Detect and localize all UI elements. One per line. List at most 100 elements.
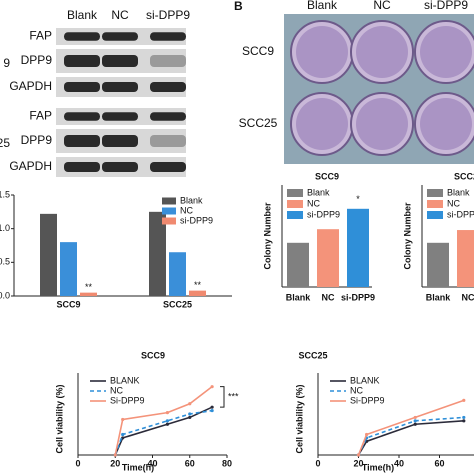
legend-swatch [162,207,176,215]
blot-band [150,82,186,92]
row-label: FAP [29,109,52,123]
bar [40,213,57,296]
x-axis-label: Time(h) [122,462,154,472]
legend-label: NC [350,385,363,395]
series-line [357,420,464,456]
legend-label: NC [110,385,123,395]
bar [189,290,206,296]
legend-swatch [162,217,176,225]
series-line [357,416,464,456]
significance: *** [228,391,239,401]
blot-band [102,32,138,41]
point [188,415,192,420]
x-tick-label: 60 [434,458,444,468]
point [413,415,417,420]
blot-band [102,82,138,92]
legend-swatch [427,211,443,219]
bar [427,242,449,287]
chart-title: SCC25 [298,350,327,360]
x-tick-label: Blank [426,292,452,302]
legend-label: Blank [307,187,330,197]
point [462,419,466,423]
blot-band [64,55,100,67]
legend-label: BLANK [110,375,140,385]
dish-colonies [420,26,472,78]
legend-swatch [427,189,443,197]
y-axis-label: Cell viability (%) [294,384,304,453]
point [121,417,125,422]
legend-label: Blank [180,195,203,205]
blot-band [64,162,100,172]
panel-label: B [234,0,243,13]
lane-label: Blank [67,8,98,22]
blot-band [64,135,100,147]
significance: * [356,194,360,204]
x-tick-label: SCC9 [56,299,80,309]
blot-band [150,55,186,67]
row-label: SCC9 [242,44,274,58]
x-tick-label: 20 [353,458,363,468]
point [462,415,466,420]
y-tick-label: 0.0 [0,290,10,300]
point [210,385,214,389]
significance: ** [194,280,202,290]
x-tick-label: 20 [110,458,120,468]
bar [60,242,77,296]
x-tick-label: NC [462,292,474,302]
y-axis-label: Colony Number [262,202,272,270]
row-label: DPP9 [21,133,53,147]
series-line [114,409,213,456]
legend-label: NC [307,198,320,208]
point [121,432,125,437]
x-axis-label: Time(h) [362,462,394,472]
cell-line-label: 25 [0,136,10,150]
point [462,398,466,402]
blot-band [102,112,138,121]
bar [149,211,166,296]
lane-label: si-DPP9 [424,0,468,12]
point [413,419,417,423]
cell-line-label: 9 [3,56,10,70]
bar [347,208,369,287]
bar [169,252,186,296]
x-tick-label: 0 [75,458,80,468]
chart-title: SCC9 [315,171,339,181]
x-tick-label: NC [322,292,335,302]
blot-band [102,55,138,67]
y-axis-label: Cell viability (%) [54,384,64,453]
x-tick-label: 40 [147,458,157,468]
dish-colonies [296,98,348,150]
dish-colonies [356,26,408,78]
row-label: GAPDH [9,159,52,173]
x-tick-label: SCC25 [163,299,192,309]
blot-band [64,82,100,92]
row-label: DPP9 [21,53,53,67]
point [356,453,361,457]
y-axis-label: Colony Number [402,202,412,270]
legend-label: si-DPP9 [447,209,474,219]
legend-label: Blank [447,187,470,197]
blot-band [64,32,100,41]
x-tick-label: 0 [315,458,320,468]
legend-label: BLANK [350,375,380,385]
x-tick-label: 60 [185,458,195,468]
legend-label: NC [180,205,193,215]
legend-label: NC [447,198,460,208]
lane-label: NC [111,8,129,22]
legend-label: Si-DPP9 [110,395,145,405]
x-tick-label: 40 [394,458,404,468]
y-tick-label: 1.5 [0,189,10,199]
series-line [114,406,213,456]
x-tick-label: si-DPP9 [341,292,375,302]
point [210,405,214,409]
chart-title: SCC9 [141,350,165,360]
dish-colonies [296,26,348,78]
bar [80,292,97,296]
point [165,422,169,426]
significance-bracket [220,386,225,408]
blot-band [150,135,186,147]
blot-band [150,112,186,121]
row-label: SCC25 [239,116,278,130]
